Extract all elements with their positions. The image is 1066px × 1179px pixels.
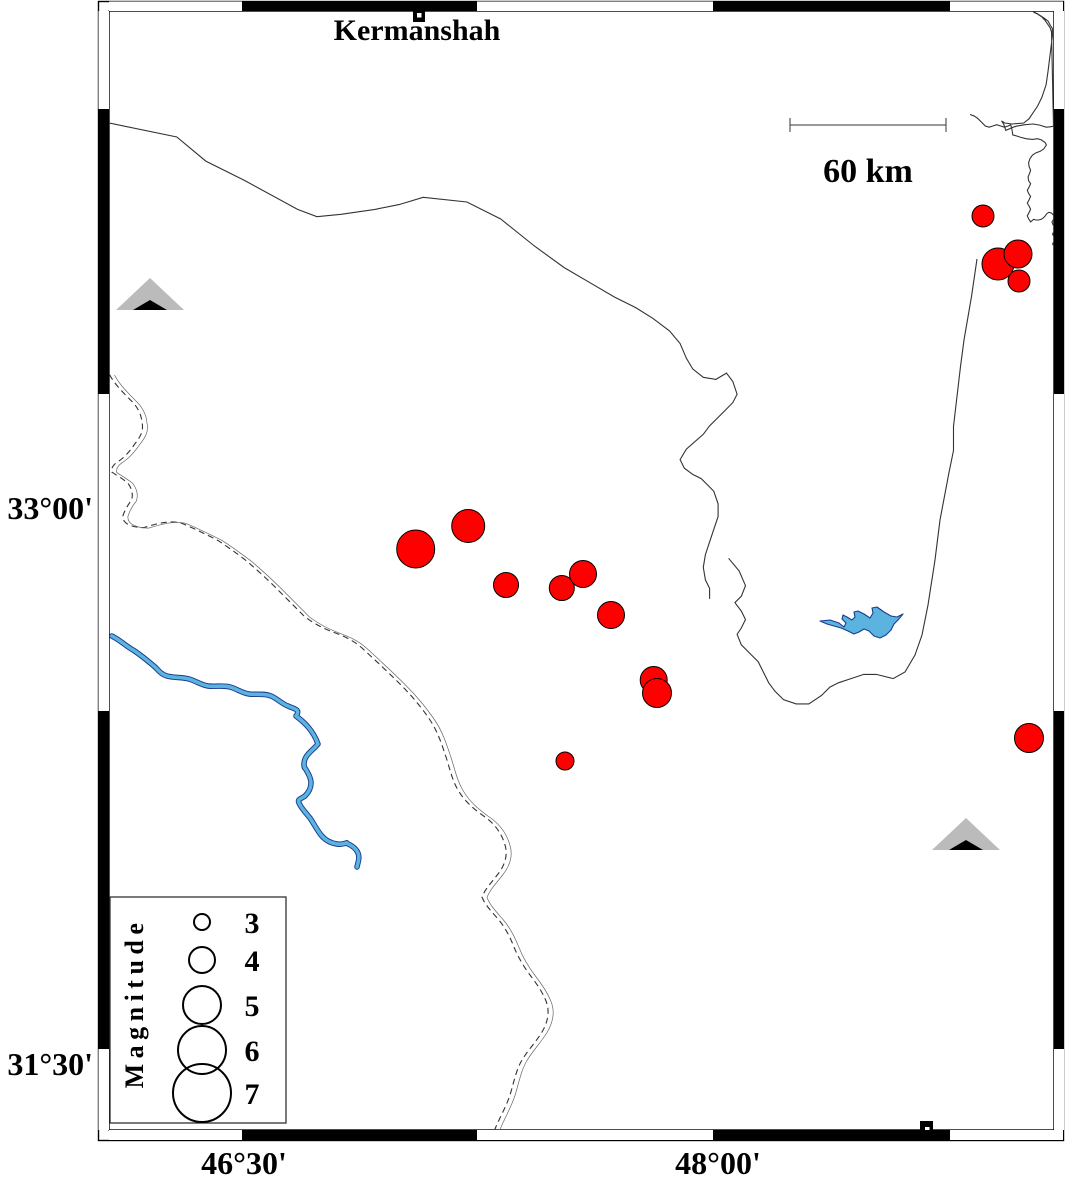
svg-text:7: 7: [245, 1078, 260, 1111]
svg-text:33°00': 33°00': [7, 490, 93, 526]
svg-text:Magnitude: Magnitude: [120, 918, 149, 1089]
svg-text:48°00': 48°00': [675, 1145, 761, 1179]
svg-text:5: 5: [245, 990, 260, 1023]
svg-text:4: 4: [245, 945, 260, 978]
svg-text:46°30': 46°30': [201, 1145, 287, 1179]
svg-text:Kermanshah: Kermanshah: [334, 14, 501, 47]
svg-text:60 km: 60 km: [823, 153, 913, 190]
svg-text:31°30': 31°30': [7, 1046, 93, 1082]
svg-text:3: 3: [245, 907, 260, 940]
svg-text:6: 6: [245, 1035, 260, 1068]
